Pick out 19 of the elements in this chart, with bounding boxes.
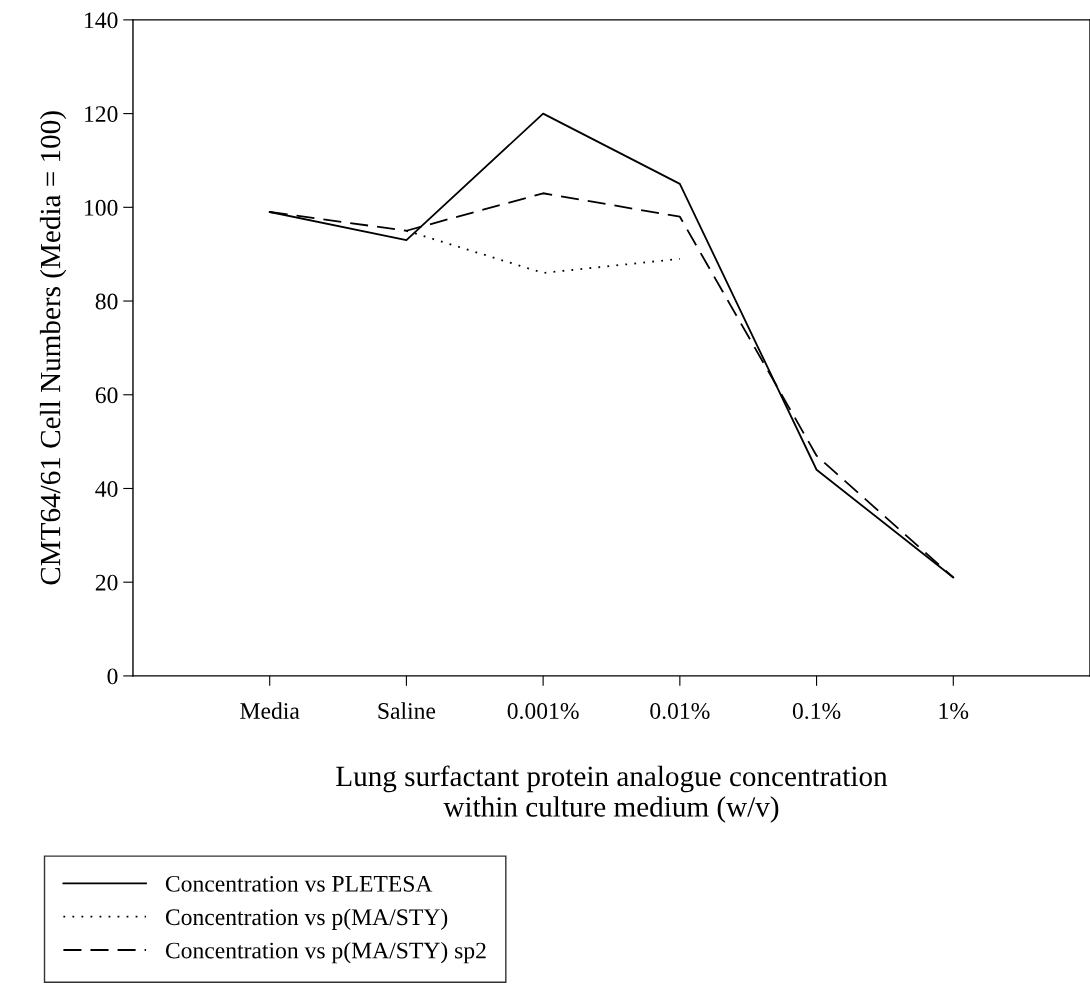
y-tick-label: 0 [107,668,118,685]
y-tick-label: 100 [85,199,118,216]
y-tick-label: 20 [95,574,118,591]
x-tick-label: Saline [378,702,436,719]
y-tick-label: 40 [95,480,118,497]
legend-label: Concentration vs p(MA/STY) [165,908,448,930]
x-tick-label: 0.1% [792,702,841,720]
legend-label: Concentration vs PLETESA [165,875,433,892]
y-axis-title: CMT64/61 Cell Numbers (Media = 100) [39,111,67,585]
x-tick-label: Media [240,702,300,719]
legend-label: Concentration vs p(MA/STY) sp2 [165,941,486,964]
x-axis-title: Lung surfactant protein analogue concentration within culture medium (w/v) [336,765,888,823]
x-tick-label: 1% [939,702,969,719]
x-tick-label: 0.01% [650,702,710,720]
y-tick-label: 60 [95,387,118,404]
y-tick-label: 80 [95,293,118,310]
x-tick-label: 0.001% [507,702,579,720]
y-tick-label: 120 [85,106,118,123]
y-tick-label: 140 [85,12,118,29]
